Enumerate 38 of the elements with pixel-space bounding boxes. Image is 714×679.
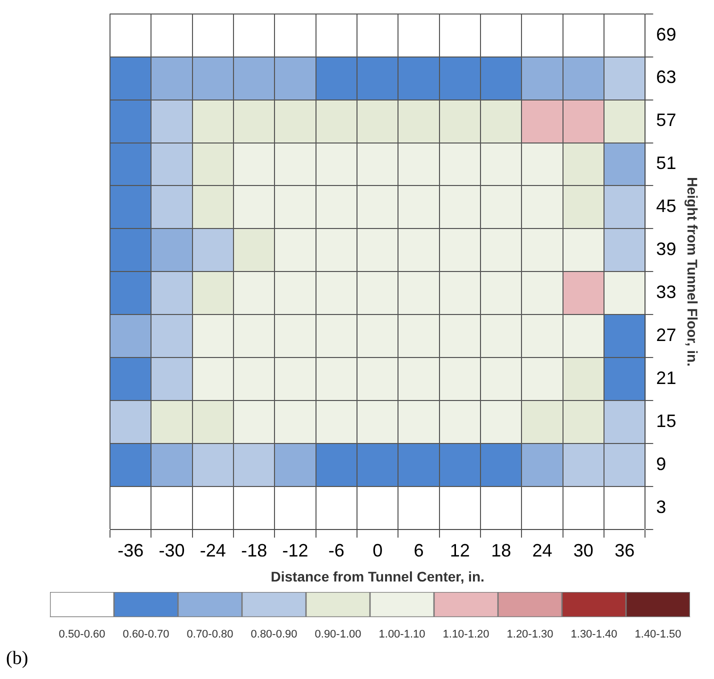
- y-tick-label: 45: [656, 196, 676, 216]
- y-tick-label: 27: [656, 325, 676, 346]
- color-bar-label: 1.10-1.20: [442, 628, 490, 641]
- x-tick-label: 0: [372, 540, 383, 560]
- y-tick-label: 9: [656, 454, 666, 474]
- x-tick-label: -36: [118, 540, 144, 560]
- x-tick-label: -12: [282, 540, 308, 560]
- color-bar-label: 0.70-0.80: [186, 628, 234, 641]
- y-tick-label: 51: [656, 153, 676, 174]
- color-bar-label: 1.40-1.50: [634, 628, 682, 641]
- color-bar-label: 0.80-0.90: [250, 628, 298, 641]
- x-tick-label: -6: [328, 540, 344, 560]
- color-bar-label: 0.50-0.60: [58, 628, 106, 641]
- y-tick-label: 39: [656, 239, 676, 260]
- color-bar-label: 1.00-1.10: [378, 628, 426, 641]
- y-axis-title: Height from Tunnel Floor, in.: [684, 176, 701, 366]
- x-axis-title: Distance from Tunnel Center, in.: [270, 568, 484, 584]
- y-tick-label: 69: [656, 24, 676, 44]
- color-bar-label: 1.30-1.40: [570, 628, 618, 641]
- color-bar-label: 0.60-0.70: [122, 628, 170, 641]
- x-tick-label: 18: [491, 540, 512, 560]
- x-tick-label: 30: [573, 540, 594, 560]
- x-tick-label: 6: [414, 540, 424, 560]
- y-tick-label: 21: [656, 368, 676, 388]
- x-tick-label: -18: [241, 540, 268, 560]
- y-tick-label: 57: [656, 110, 676, 130]
- x-tick-label: 24: [532, 540, 552, 560]
- x-tick-label: 36: [614, 540, 635, 560]
- color-bar-label: 0.90-1.00: [314, 628, 362, 641]
- y-tick-label: 15: [656, 411, 676, 432]
- y-tick-label: 3: [656, 497, 666, 518]
- x-tick-label: -24: [200, 540, 226, 560]
- text: (b): [6, 648, 28, 670]
- y-tick-label: 33: [656, 282, 676, 302]
- x-tick-label: 12: [450, 540, 470, 560]
- color-bar-label: 1.20-1.30: [506, 628, 554, 641]
- x-tick-label: -30: [158, 540, 185, 560]
- y-tick-label: 63: [656, 67, 676, 88]
